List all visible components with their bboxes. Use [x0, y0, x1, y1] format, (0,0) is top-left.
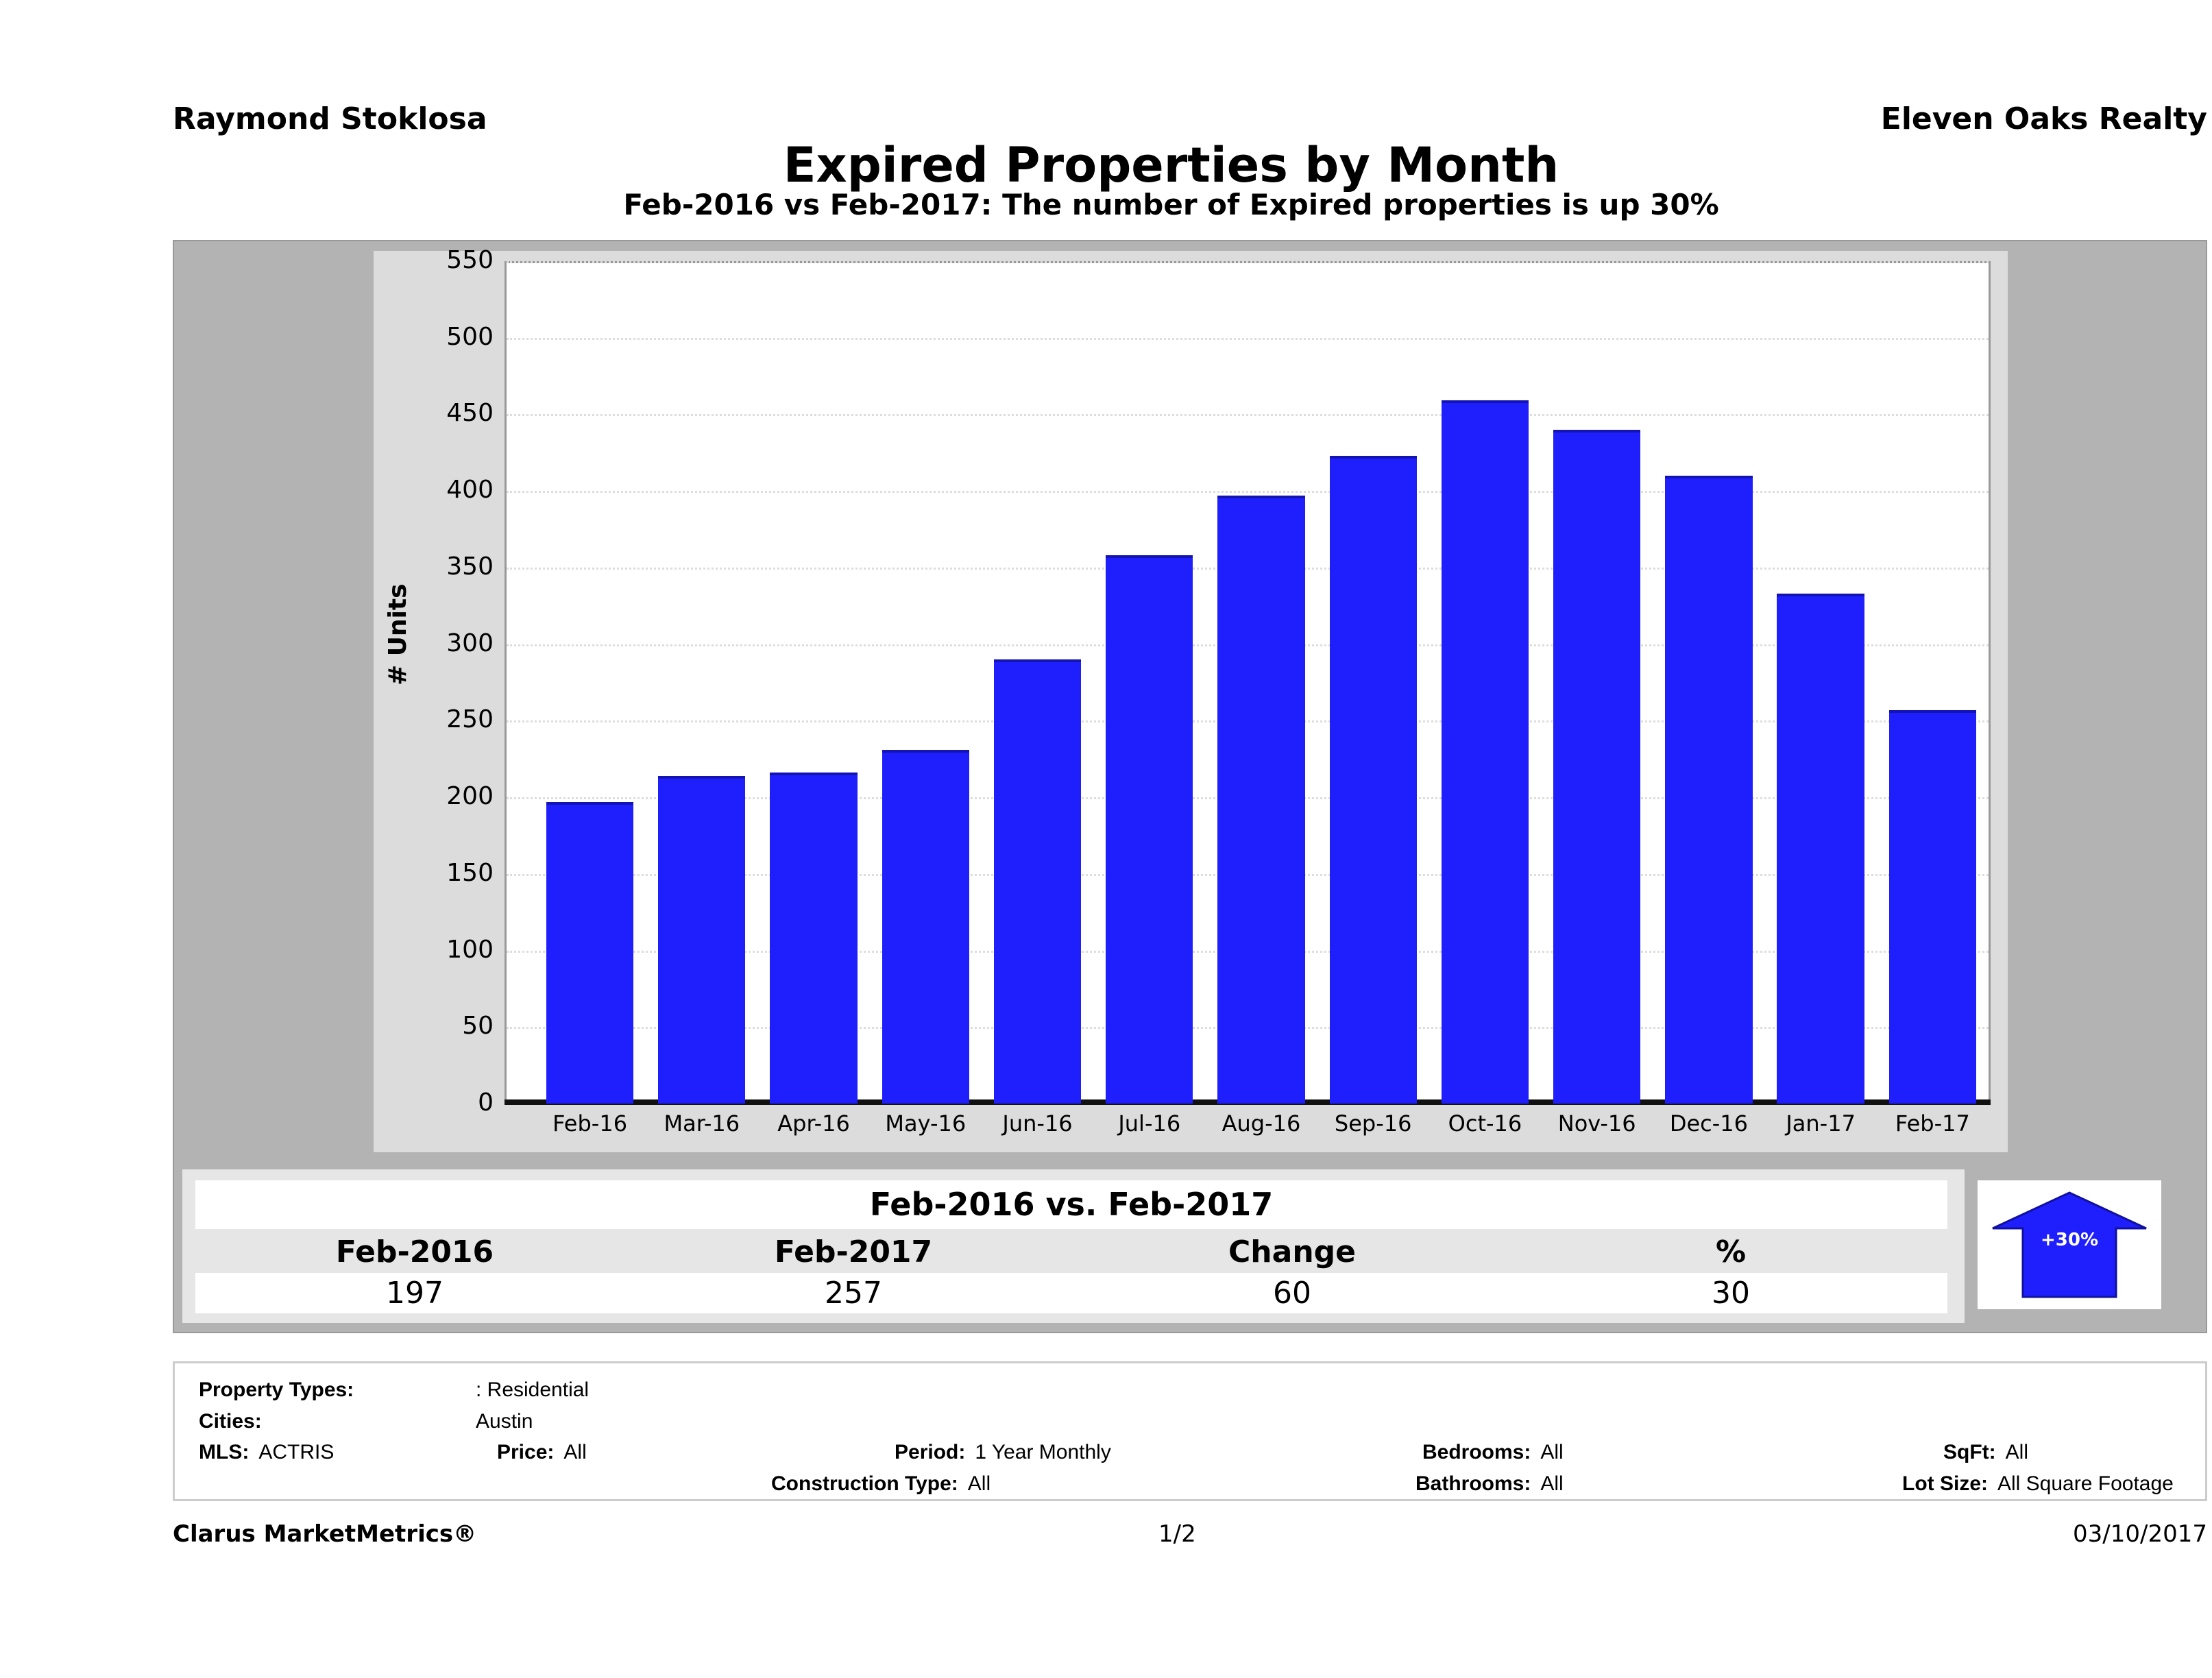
summary-title-row: Feb-2016 vs. Feb-2017 [195, 1180, 1947, 1229]
x-tick-label: Feb-17 [1895, 1110, 1970, 1136]
value-percent: 30 [1712, 1276, 1750, 1311]
header-change: Change [1228, 1235, 1356, 1269]
up-arrow-icon [1992, 1191, 2147, 1298]
bar-nov-16 [1553, 429, 1641, 1104]
period-field: Period: 1 Year Monthly [895, 1441, 1111, 1464]
x-tick-label: Aug-16 [1222, 1110, 1301, 1136]
bar-jun-16 [993, 659, 1082, 1104]
bar-apr-16 [770, 773, 858, 1104]
sqft-field: SqFt: All [1943, 1441, 2028, 1464]
value-feb-2016: 197 [386, 1276, 443, 1311]
summary-header-row: Feb-2016 Feb-2017 Change % [195, 1229, 1947, 1273]
bar-dec-16 [1665, 475, 1753, 1104]
company-name: Eleven Oaks Realty [1880, 101, 2207, 136]
bar-mar-16 [658, 775, 746, 1104]
mls-field: MLS: ACTRIS [199, 1441, 334, 1464]
cities-field: Cities: Austin [199, 1410, 533, 1433]
x-tick-label: Sep-16 [1334, 1110, 1412, 1136]
header-feb-2016: Feb-2016 [335, 1235, 494, 1269]
x-tick-label: Jul-16 [1118, 1110, 1181, 1136]
header-percent: % [1715, 1235, 1747, 1269]
y-tick-label: 150 [446, 858, 494, 887]
period-value: 1 Year Monthly [975, 1441, 1111, 1463]
value-change: 60 [1273, 1276, 1311, 1311]
y-tick-label: 350 [446, 552, 494, 581]
x-tick-label: Nov-16 [1557, 1110, 1636, 1136]
lot-size-label: Lot Size: [1902, 1472, 1988, 1495]
construction-label: Construction Type: [771, 1472, 958, 1495]
agent-name: Raymond Stoklosa [173, 101, 487, 136]
x-tick-label: Oct-16 [1448, 1110, 1522, 1136]
period-label: Period: [895, 1441, 966, 1463]
bar-sep-16 [1329, 455, 1417, 1104]
bar-jan-17 [1777, 593, 1864, 1104]
x-tick-label: Feb-16 [552, 1110, 628, 1136]
footer-brand: Clarus MarketMetrics® [173, 1520, 477, 1548]
x-tick-label: Mar-16 [664, 1110, 740, 1136]
lot-size-value: All Square Footage [1997, 1472, 2174, 1495]
bedrooms-field: Bedrooms: All [1422, 1441, 1564, 1464]
page-number: 1/2 [1158, 1520, 1196, 1548]
property-types-label: Property Types: [199, 1378, 354, 1401]
price-label: Price: [497, 1441, 555, 1463]
gridline [507, 337, 1989, 340]
y-tick-label: 100 [446, 935, 494, 964]
chart-title: Expired Properties by Month [783, 137, 1559, 193]
x-tick-label: May-16 [885, 1110, 967, 1136]
bar-may-16 [882, 749, 969, 1104]
header-feb-2017: Feb-2017 [774, 1235, 933, 1269]
construction-value: All [967, 1472, 991, 1495]
y-tick-label: 50 [462, 1012, 494, 1041]
lot-size-field: Lot Size: All Square Footage [1902, 1472, 2174, 1496]
report-date: 03/10/2017 [2073, 1520, 2207, 1548]
x-tick-label: Jan-17 [1786, 1110, 1856, 1136]
y-tick-label: 0 [478, 1089, 494, 1117]
bathrooms-value: All [1540, 1472, 1564, 1495]
bar-feb-17 [1888, 709, 1977, 1104]
property-types-field: Property Types: : Residential [199, 1378, 589, 1402]
bathrooms-field: Bathrooms: All [1415, 1472, 1564, 1496]
summary-title: Feb-2016 vs. Feb-2017 [869, 1186, 1274, 1223]
x-tick-label: Dec-16 [1669, 1110, 1749, 1136]
bar-jul-16 [1106, 555, 1193, 1104]
mls-label: MLS: [199, 1441, 250, 1463]
bar-feb-16 [546, 801, 634, 1104]
change-badge-label: +30% [2040, 1230, 2099, 1250]
y-tick-label: 400 [446, 476, 494, 504]
y-tick-label: 550 [446, 246, 494, 274]
value-feb-2017: 257 [825, 1276, 882, 1311]
y-tick-label: 300 [446, 629, 494, 657]
bedrooms-value: All [1540, 1441, 1564, 1463]
property-types-value: : Residential [476, 1378, 590, 1401]
bathrooms-label: Bathrooms: [1415, 1472, 1531, 1495]
x-tick-label: Apr-16 [777, 1110, 850, 1136]
bar-aug-16 [1217, 495, 1305, 1104]
change-badge: +30% [1978, 1180, 2161, 1309]
cities-value: Austin [476, 1410, 533, 1433]
gridline [507, 491, 1989, 494]
bar-oct-16 [1441, 400, 1529, 1104]
price-field: Price: All [497, 1441, 587, 1464]
report-criteria: Property Types: : Residential Cities: Au… [173, 1361, 2207, 1501]
construction-field: Construction Type: All [771, 1472, 990, 1496]
gridline [507, 261, 1989, 263]
mls-value: ACTRIS [258, 1441, 335, 1463]
y-tick-label: 250 [446, 705, 494, 734]
chart-subtitle: Feb-2016 vs Feb-2017: The number of Expi… [623, 188, 1719, 221]
y-tick-label: 450 [446, 399, 494, 428]
cities-label: Cities: [199, 1410, 262, 1433]
y-tick-label: 200 [446, 782, 494, 811]
y-tick-label: 500 [446, 322, 494, 351]
x-tick-label: Jun-16 [1002, 1110, 1073, 1136]
price-value: All [563, 1441, 587, 1463]
gridline [507, 414, 1989, 417]
y-axis-label: # Units [384, 583, 412, 685]
sqft-value: All [2005, 1441, 2028, 1463]
bedrooms-label: Bedrooms: [1422, 1441, 1531, 1463]
summary-value-row: 197 257 60 30 [195, 1273, 1947, 1313]
sqft-label: SqFt: [1943, 1441, 1996, 1463]
